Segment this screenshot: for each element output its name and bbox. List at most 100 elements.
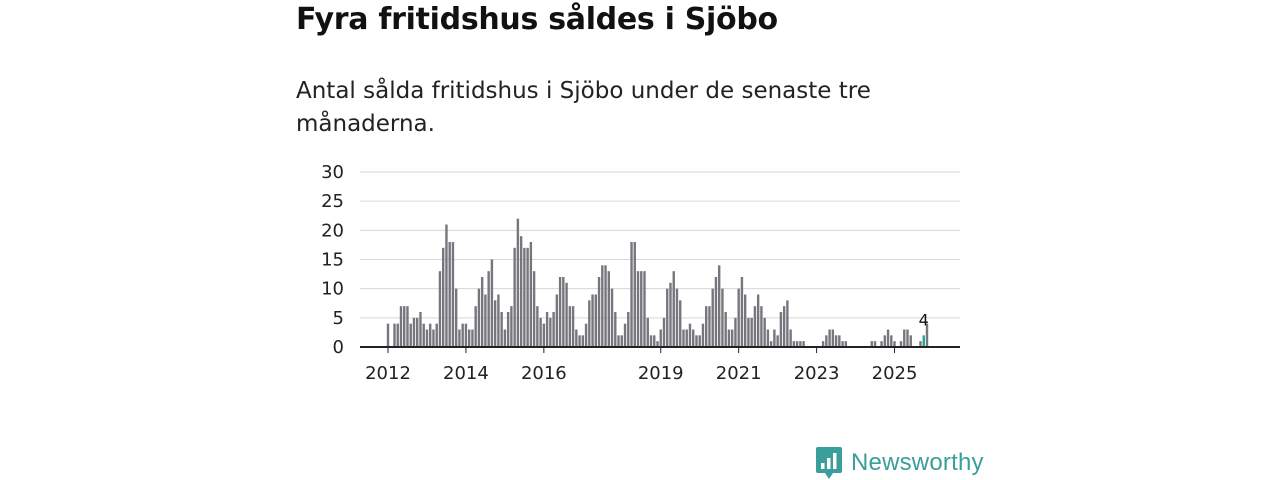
bar bbox=[523, 247, 526, 347]
bar bbox=[545, 312, 549, 347]
bar bbox=[409, 323, 412, 347]
x-tick-label: 2025 bbox=[872, 363, 918, 384]
bar bbox=[519, 236, 523, 347]
bar bbox=[419, 312, 422, 347]
bar bbox=[834, 335, 838, 347]
bar bbox=[578, 335, 581, 347]
bar bbox=[782, 306, 786, 347]
bar bbox=[539, 317, 542, 347]
bar bbox=[890, 335, 893, 347]
bar bbox=[750, 317, 753, 347]
chart-title: Fyra fritidshus såldes i Sjöbo bbox=[296, 2, 778, 37]
bar bbox=[614, 312, 617, 347]
bar bbox=[607, 271, 610, 347]
bar bbox=[429, 323, 432, 347]
bar bbox=[633, 242, 636, 347]
bar bbox=[656, 341, 659, 347]
bar bbox=[756, 294, 760, 347]
bar bbox=[513, 247, 516, 347]
bar bbox=[786, 300, 789, 347]
bar bbox=[792, 341, 796, 347]
bar bbox=[721, 288, 724, 347]
bar bbox=[555, 294, 559, 347]
gridlines bbox=[360, 171, 960, 319]
bar bbox=[510, 306, 513, 347]
y-tick-label: 30 bbox=[321, 162, 344, 183]
bar bbox=[653, 335, 656, 347]
bar bbox=[617, 335, 620, 347]
bar bbox=[558, 277, 562, 347]
bar bbox=[477, 288, 481, 347]
bars bbox=[386, 218, 929, 347]
data-labels: 4 bbox=[919, 310, 929, 329]
bar bbox=[591, 294, 594, 347]
bar bbox=[766, 329, 770, 347]
bar bbox=[698, 335, 701, 347]
x-axis: 2012 2014 2016 2019 2021 2023 2025 bbox=[360, 346, 960, 384]
bar bbox=[480, 277, 484, 347]
bar bbox=[685, 329, 688, 347]
bar bbox=[662, 317, 666, 347]
bar bbox=[464, 323, 468, 347]
bar bbox=[454, 288, 458, 347]
bar bbox=[406, 306, 409, 347]
bar bbox=[740, 277, 744, 347]
bar bbox=[422, 323, 425, 347]
bar bbox=[705, 306, 708, 347]
bar bbox=[844, 341, 848, 347]
bar bbox=[529, 242, 533, 347]
bar bbox=[666, 288, 669, 347]
bar bbox=[886, 329, 890, 347]
bar bbox=[708, 306, 711, 347]
bar bbox=[562, 277, 565, 347]
bar bbox=[841, 341, 844, 347]
y-tick-label: 5 bbox=[333, 308, 344, 329]
bar bbox=[516, 218, 520, 347]
bar bbox=[753, 306, 757, 347]
bar bbox=[425, 329, 429, 347]
x-tick-label: 2019 bbox=[638, 363, 684, 384]
bar bbox=[565, 282, 568, 347]
newsworthy-logo: Newsworthy bbox=[815, 446, 984, 480]
x-tick-label: 2012 bbox=[365, 363, 411, 384]
bar bbox=[627, 312, 630, 347]
bar bbox=[899, 341, 903, 347]
bar bbox=[441, 247, 445, 347]
bar bbox=[399, 306, 403, 347]
bar bbox=[416, 317, 419, 347]
bar bbox=[799, 341, 802, 347]
bar bbox=[763, 317, 766, 347]
bar bbox=[549, 317, 552, 347]
bar bbox=[682, 329, 685, 347]
newsworthy-logo-icon bbox=[816, 447, 842, 479]
bar bbox=[403, 306, 406, 347]
bar bbox=[484, 294, 487, 347]
bar bbox=[474, 306, 477, 347]
bar bbox=[435, 323, 438, 347]
bar bbox=[659, 329, 662, 347]
bar bbox=[396, 323, 399, 347]
bar bbox=[779, 312, 783, 347]
bar bbox=[610, 288, 614, 347]
y-tick-label: 15 bbox=[321, 250, 344, 271]
bar bbox=[393, 323, 396, 347]
bar bbox=[640, 271, 643, 347]
bar bbox=[581, 335, 585, 347]
bar bbox=[769, 341, 773, 347]
bar bbox=[461, 323, 464, 347]
y-axis: 0 5 10 15 20 25 30 bbox=[321, 162, 344, 358]
bar bbox=[451, 242, 455, 347]
bar bbox=[490, 259, 494, 347]
bar bbox=[669, 282, 672, 347]
bar bbox=[471, 329, 474, 347]
bar bbox=[688, 323, 692, 347]
bar bbox=[838, 335, 841, 347]
x-tick-label: 2023 bbox=[794, 363, 840, 384]
bar bbox=[675, 288, 679, 347]
bar bbox=[458, 329, 461, 347]
bar bbox=[737, 288, 740, 347]
bar bbox=[597, 277, 601, 347]
newsworthy-logo-text: Newsworthy bbox=[851, 449, 984, 476]
bar bbox=[526, 247, 529, 347]
